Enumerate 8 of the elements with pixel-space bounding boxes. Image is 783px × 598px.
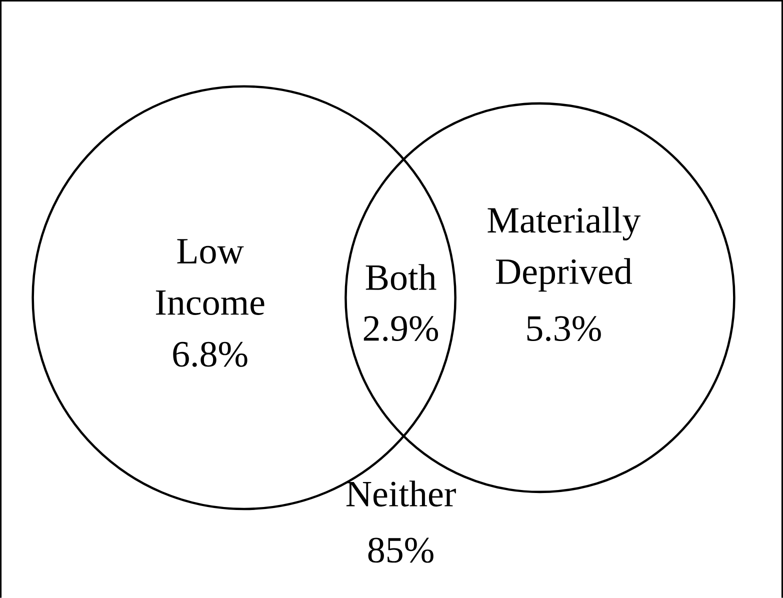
data-label: 85% [368,538,434,563]
data-label: 6.8% [173,342,248,367]
category-label: Neither [346,480,456,506]
category-label: Low Income [156,238,264,315]
data-label: 2.9% [364,316,438,341]
category-label: Both [366,264,436,290]
data-label: 5.3% [527,316,601,341]
category-label: Materially Deprived [488,206,641,292]
